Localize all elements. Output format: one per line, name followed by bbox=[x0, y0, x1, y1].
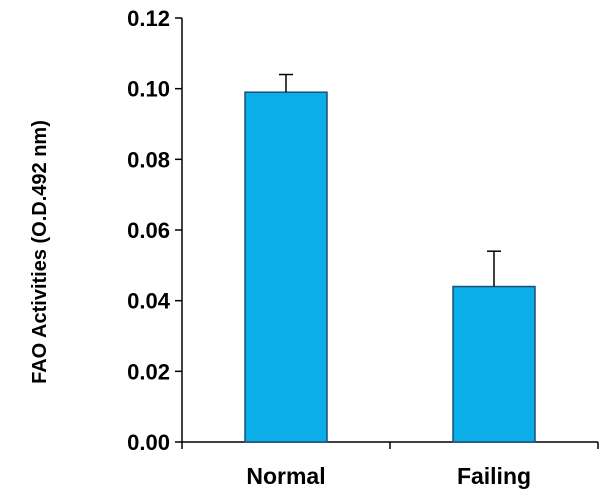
y-tick-label: 0.02 bbox=[127, 359, 170, 384]
bar-failing bbox=[452, 285, 536, 443]
x-labels: Normal Failing bbox=[246, 463, 531, 489]
y-axis-title: FAO Activities (O.D.492 nm) bbox=[29, 120, 51, 384]
x-category-label: Normal bbox=[246, 463, 325, 489]
y-tick-label: 0.08 bbox=[127, 147, 170, 172]
y-tick-label: 0.12 bbox=[127, 6, 170, 31]
y-ticks: 0.00 0.02 0.04 0.06 0.08 0.10 0.12 bbox=[127, 6, 182, 455]
bars bbox=[244, 91, 536, 443]
y-tick-label: 0.06 bbox=[127, 218, 170, 243]
y-tick-label: 0.10 bbox=[127, 77, 170, 102]
bar-normal bbox=[244, 91, 328, 443]
y-tick-label: 0.04 bbox=[127, 289, 171, 314]
error-bars bbox=[279, 73, 501, 287]
y-tick-label: 0.00 bbox=[127, 430, 170, 455]
x-category-label: Failing bbox=[457, 463, 531, 489]
